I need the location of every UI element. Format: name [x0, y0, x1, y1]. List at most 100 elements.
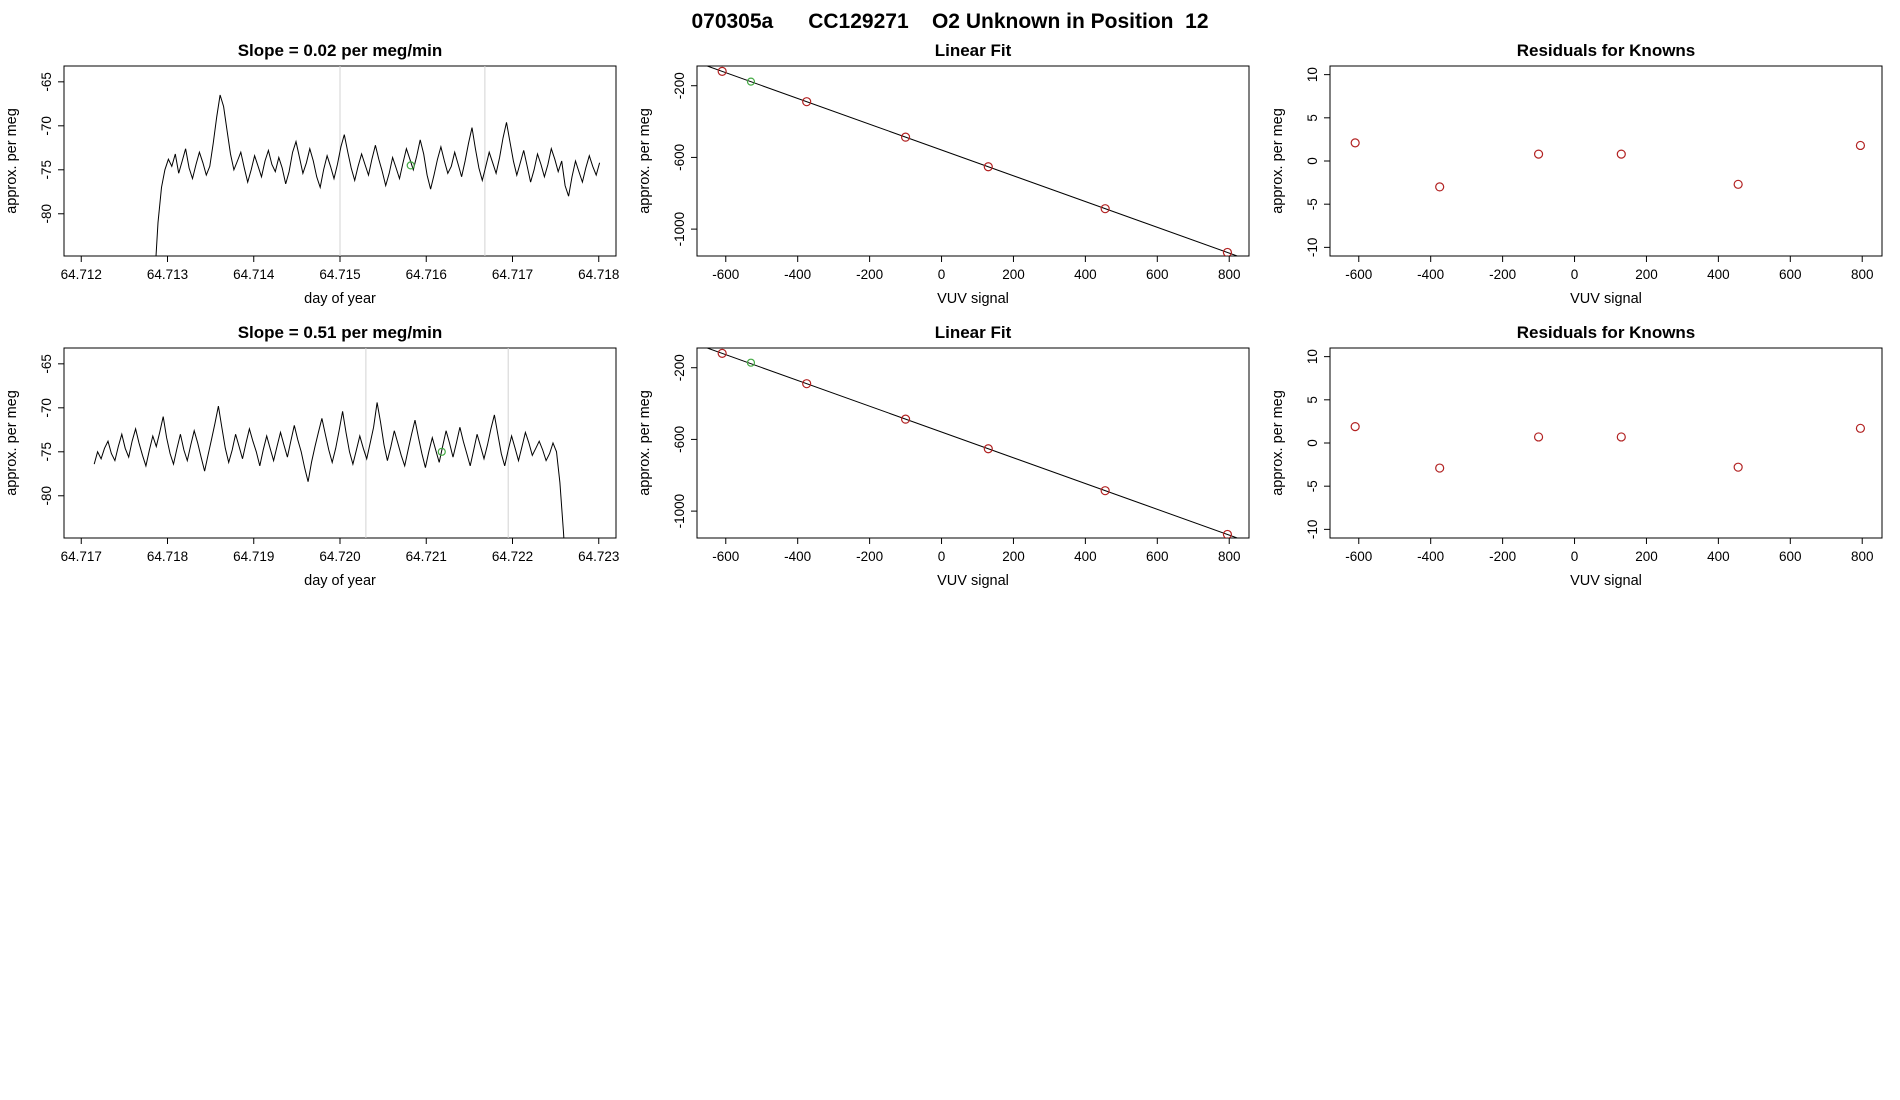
known-point — [1435, 182, 1445, 192]
unknown-point — [746, 358, 756, 367]
x-tick-label: 400 — [1707, 267, 1730, 282]
y-tick-label: -65 — [39, 72, 54, 92]
x-tick-label: 600 — [1146, 549, 1169, 564]
x-tick-label: 0 — [938, 267, 946, 282]
known-point — [1733, 462, 1743, 472]
x-tick-label: 64.714 — [233, 267, 275, 282]
plot-svg-ts1: Slope = 0.02 per meg/min 64.712 64.713 64.7… — [4, 41, 619, 307]
known-point — [717, 66, 727, 76]
y-tick-label: -75 — [39, 160, 54, 180]
y-axis-label: approx. per meg — [637, 108, 653, 214]
y-tick-label: -70 — [39, 398, 54, 418]
known-point — [1616, 149, 1626, 159]
known-point — [900, 132, 911, 142]
x-tick-label: -600 — [712, 549, 739, 564]
known-point — [1616, 432, 1626, 442]
unknown-point — [746, 77, 756, 86]
x-tick-label: 64.722 — [492, 549, 533, 564]
x-tick-label: 800 — [1851, 267, 1874, 282]
known-point — [1350, 138, 1360, 148]
known-point — [1222, 247, 1233, 256]
y-tick-label: -1000 — [672, 212, 687, 247]
plot-area — [705, 348, 1239, 538]
x-tick-label: 64.721 — [406, 549, 447, 564]
x-tick-label: -400 — [784, 267, 811, 282]
panel-linear-fit-1: Linear Fit -600 -400 -200 0 200 400 600 800 -1000… — [633, 36, 1266, 318]
x-axis-label: VUV signal — [1570, 291, 1642, 307]
plot-area — [705, 66, 1239, 256]
panel-title: Residuals for Knowns — [1517, 41, 1696, 60]
y-tick-label: -75 — [39, 442, 54, 462]
x-tick-label: 0 — [1571, 549, 1579, 564]
y-tick-label: 5 — [1305, 114, 1320, 122]
known-point — [1100, 486, 1110, 496]
plot-box — [696, 347, 1250, 539]
x-tick-label: -200 — [856, 267, 883, 282]
y-tick-label: 10 — [1305, 349, 1320, 364]
plot-svg-lf1: Linear Fit -600 -400 -200 0 200 400 600 800 -1000… — [637, 41, 1250, 307]
x-tick-label: 64.718 — [147, 549, 188, 564]
x-tick-label: 400 — [1074, 549, 1097, 564]
x-tick-label: 600 — [1146, 267, 1169, 282]
x-tick-label: 400 — [1074, 267, 1097, 282]
y-axis-label: approx. per meg — [4, 108, 20, 214]
panel-timeseries-2: Slope = 0.51 per meg/min 64.717 64.718 64.7… — [0, 318, 633, 600]
plot-area — [155, 66, 601, 256]
plots-grid: Slope = 0.02 per meg/min 64.712 64.713 64.7… — [0, 36, 1899, 600]
plot-page: 070305a CC129271 O2 Unknown in Position … — [0, 10, 1899, 600]
known-point — [1350, 421, 1360, 432]
y-tick-label: -70 — [39, 116, 54, 136]
panel-title: Linear Fit — [935, 41, 1012, 60]
x-axis-label: day of year — [304, 291, 376, 307]
unknown-point — [437, 447, 446, 456]
x-tick-label: 800 — [1218, 549, 1241, 564]
timeseries-line — [93, 402, 565, 538]
known-point — [802, 379, 812, 389]
x-tick-label: 0 — [1571, 267, 1579, 282]
y-tick-label: -10 — [1305, 520, 1320, 540]
y-tick-label: 0 — [1305, 157, 1320, 165]
x-tick-label: 600 — [1779, 267, 1802, 282]
x-tick-label: -400 — [784, 549, 811, 564]
y-tick-label: -10 — [1305, 238, 1320, 258]
x-tick-label: -400 — [1417, 549, 1444, 564]
x-tick-label: 200 — [1635, 549, 1658, 564]
y-tick-label: -80 — [39, 486, 54, 506]
known-point — [802, 97, 812, 107]
known-point — [1855, 140, 1866, 151]
plot-area — [1350, 421, 1866, 473]
x-tick-label: 0 — [938, 549, 946, 564]
unknown-point — [406, 161, 415, 170]
y-tick-label: -200 — [672, 72, 687, 99]
known-point — [717, 348, 727, 358]
y-axis-label: approx. per meg — [637, 390, 653, 496]
y-tick-label: -80 — [39, 204, 54, 224]
x-tick-label: -600 — [1345, 267, 1372, 282]
known-point — [1533, 432, 1544, 442]
y-tick-label: -65 — [39, 354, 54, 374]
x-tick-label: 64.717 — [492, 267, 533, 282]
y-axis-label: approx. per meg — [1270, 390, 1286, 496]
plot-area — [93, 348, 565, 538]
x-tick-label: 200 — [1002, 549, 1025, 564]
panel-residuals-2: Residuals for Knowns -600 -400 -200 0 200 400 6… — [1266, 318, 1899, 600]
x-tick-label: 64.719 — [233, 549, 274, 564]
x-tick-label: -600 — [712, 267, 739, 282]
plot-area — [1350, 138, 1866, 192]
panel-timeseries-1: Slope = 0.02 per meg/min 64.712 64.713 64.7… — [0, 36, 633, 318]
panel-title: Residuals for Knowns — [1517, 323, 1696, 342]
panel-title: Slope = 0.02 per meg/min — [238, 41, 443, 60]
x-tick-label: 64.718 — [578, 267, 619, 282]
x-tick-label: 800 — [1851, 549, 1874, 564]
y-tick-label: -600 — [672, 426, 687, 453]
known-point — [1855, 423, 1866, 433]
x-tick-label: 400 — [1707, 549, 1730, 564]
y-tick-label: 0 — [1305, 439, 1320, 447]
y-tick-label: -1000 — [672, 494, 687, 529]
x-tick-label: 200 — [1635, 267, 1658, 282]
known-point — [1222, 529, 1233, 538]
plot-svg-res2: Residuals for Knowns -600 -400 -200 0 200 400 6… — [1270, 323, 1883, 589]
x-tick-label: -200 — [1489, 549, 1516, 564]
x-tick-label: -600 — [1345, 549, 1372, 564]
known-point — [1733, 179, 1743, 189]
